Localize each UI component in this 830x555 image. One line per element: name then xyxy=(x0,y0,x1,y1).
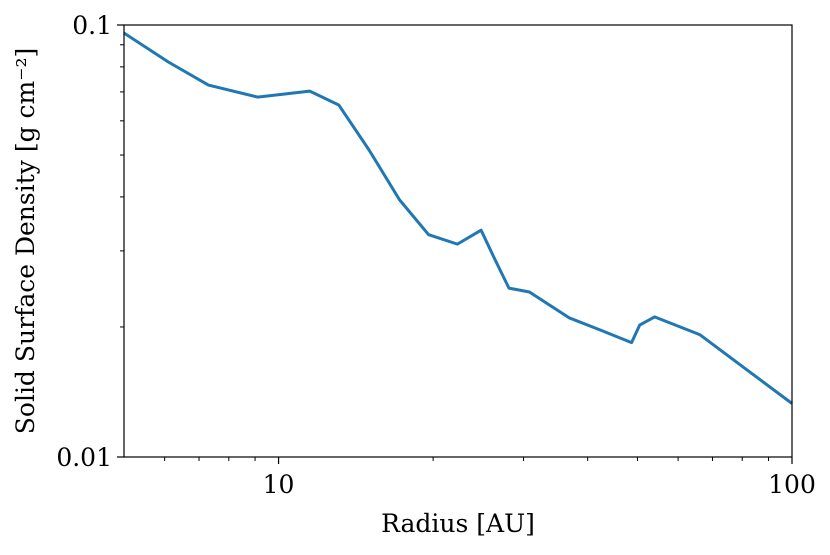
x-axis-label: Radius [AU] xyxy=(381,509,535,538)
plot-frame xyxy=(123,24,793,458)
y-tick-label: 0.01 xyxy=(56,443,112,472)
y-axis-label: Solid Surface Density [g cm⁻²] xyxy=(11,48,40,434)
data-line xyxy=(123,31,793,405)
x-tick-label: 10 xyxy=(263,470,295,499)
x-tick-label: 100 xyxy=(768,470,816,499)
y-tick-label: 0.1 xyxy=(72,11,112,40)
